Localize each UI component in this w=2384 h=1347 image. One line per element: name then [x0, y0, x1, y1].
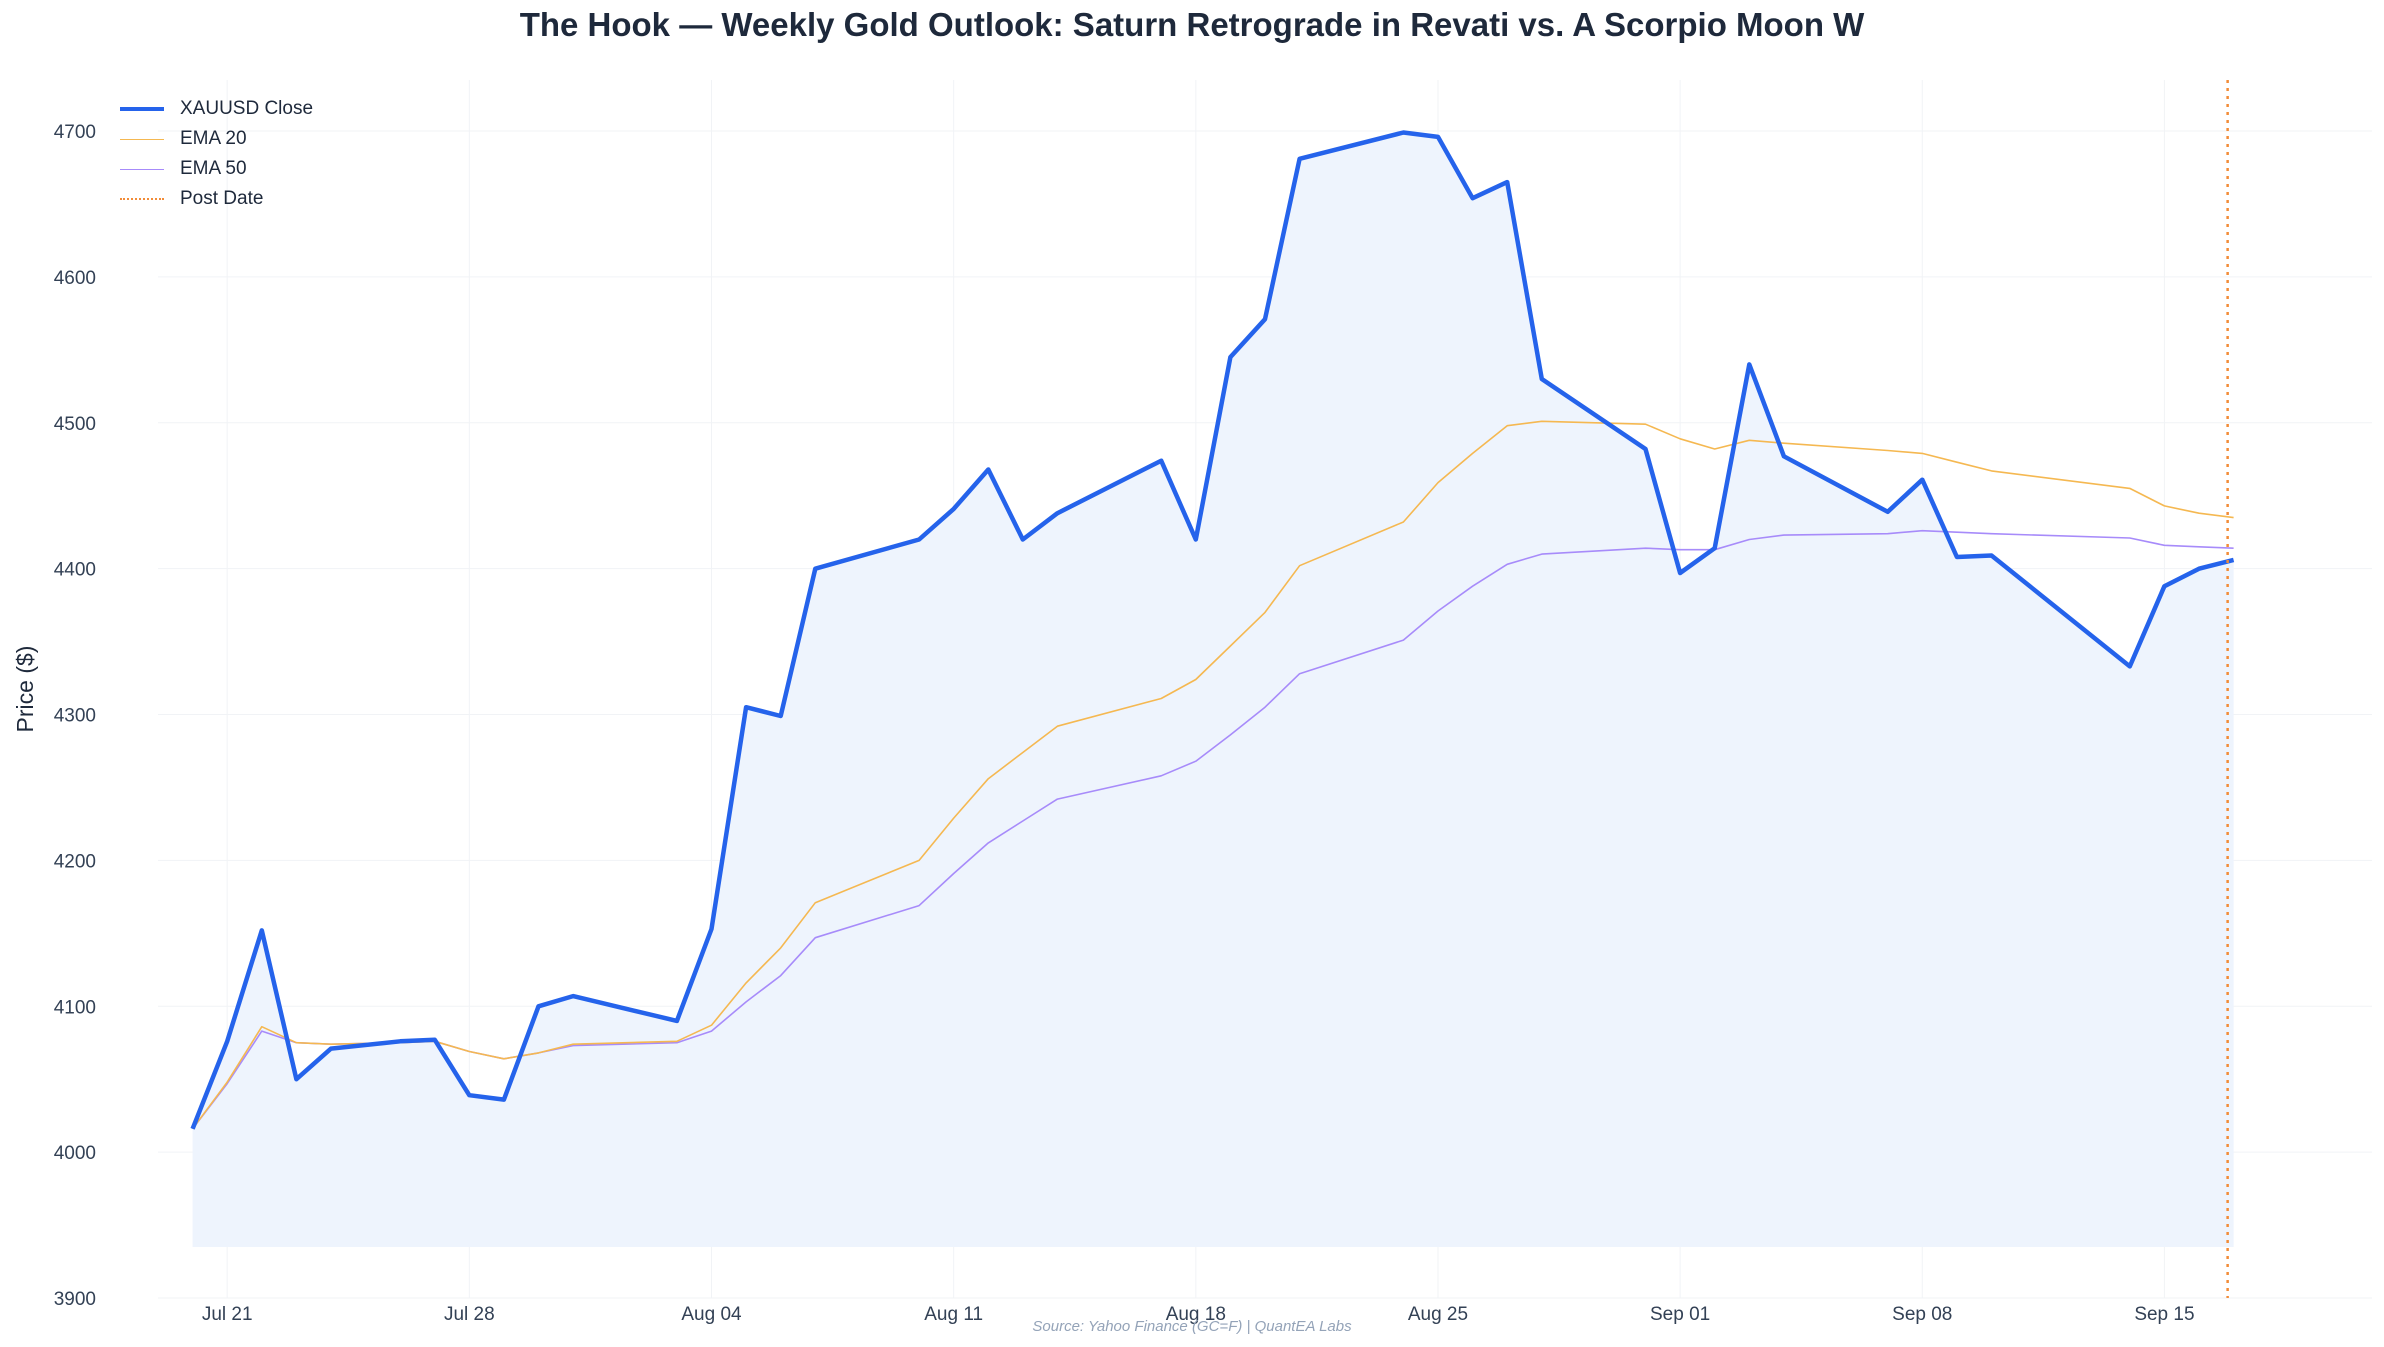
- x-tick-label-4: Aug 18: [1166, 1304, 1226, 1325]
- y-tick-label-8: 4700: [54, 122, 96, 143]
- y-tick-label-3: 4200: [54, 851, 96, 872]
- x-tick-label-7: Sep 08: [1892, 1304, 1952, 1325]
- legend-label-ema20: EMA 20: [180, 128, 247, 149]
- legend-item-ema20: EMA 20: [120, 124, 313, 154]
- y-tick-label-6: 4500: [54, 414, 96, 435]
- close-line: [190, 130, 2235, 1130]
- legend-label-ema50: EMA 50: [180, 158, 247, 179]
- legend-swatch-close: [120, 107, 164, 111]
- x-tick-label-0: Jul 21: [202, 1304, 253, 1325]
- x-tick-label-2: Aug 04: [681, 1304, 742, 1325]
- y-axis-label: Price ($): [12, 646, 38, 733]
- y-tick-label-0: 3900: [54, 1289, 96, 1310]
- legend-item-ema50: EMA 50: [120, 154, 313, 184]
- x-tick-label-1: Jul 28: [444, 1304, 495, 1325]
- legend-label-post-date: Post Date: [180, 188, 264, 209]
- legend: XAUUSD Close EMA 20 EMA 50 Post Date: [120, 94, 313, 214]
- ema20-line: [191, 420, 2234, 1130]
- x-tick-label-6: Sep 01: [1650, 1304, 1710, 1325]
- source-note: Source: Yahoo Finance (GC=F) | QuantEA L…: [1032, 1318, 1352, 1335]
- chart-title: The Hook — Weekly Gold Outlook: Saturn R…: [519, 6, 1865, 43]
- legend-item-post-date: Post Date: [120, 184, 313, 214]
- legend-swatch-ema20: [120, 138, 164, 140]
- y-tick-label-2: 4100: [54, 997, 96, 1018]
- y-tick-label-1: 4000: [54, 1143, 96, 1164]
- x-tick-label-5: Aug 25: [1408, 1304, 1468, 1325]
- legend-item-close: XAUUSD Close: [120, 94, 313, 124]
- x-tick-label-8: Sep 15: [2134, 1304, 2194, 1325]
- x-tick-label-3: Aug 11: [924, 1304, 983, 1325]
- legend-swatch-ema50: [120, 168, 164, 170]
- close-area-fill: [192, 132, 2234, 1247]
- y-tick-label-7: 4600: [54, 268, 96, 289]
- y-tick-label-5: 4400: [54, 560, 96, 581]
- y-tick-label-4: 4300: [54, 706, 96, 727]
- legend-swatch-post-date: [120, 198, 164, 200]
- legend-label-close: XAUUSD Close: [180, 98, 314, 119]
